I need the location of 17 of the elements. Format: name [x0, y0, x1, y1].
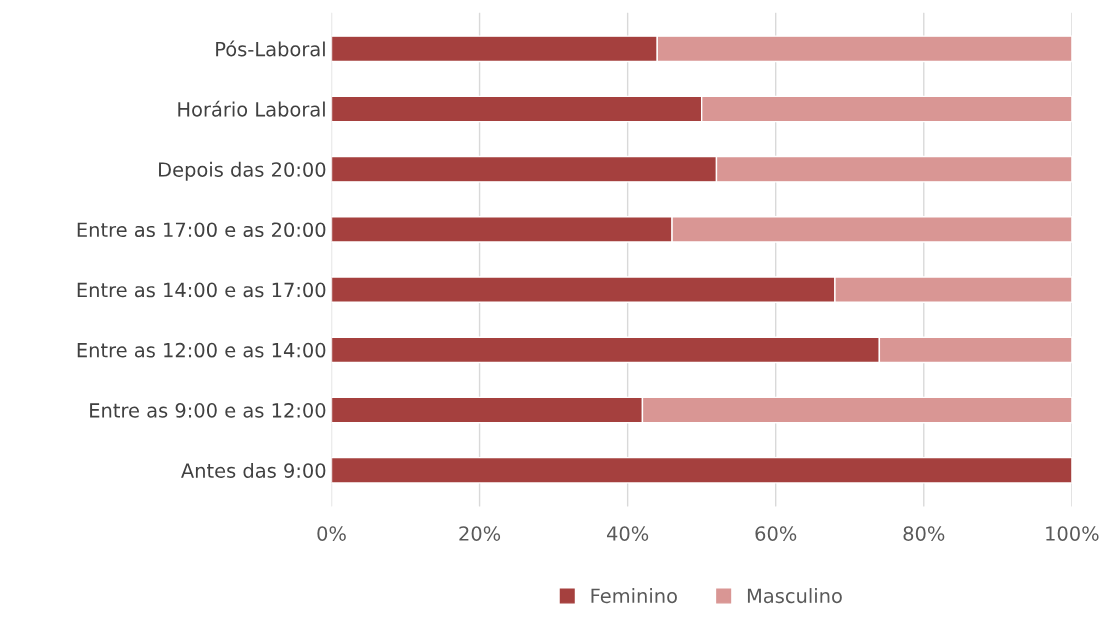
x-tick-label: 40% [606, 526, 649, 541]
bar [331, 456, 1072, 484]
y-tick-label: Horário Laboral [178, 100, 325, 117]
legend-label: Feminino [591, 588, 677, 604]
y-tick-label: Entre as 9:00 e as 12:00 [90, 403, 326, 418]
y-tick-label: Entre as 17:00 e as 20:00 [77, 222, 326, 238]
y-tick-label: Entre as 14:00 e as 17:00 [77, 282, 326, 298]
y-tick-label: Depois das 20:00 [159, 161, 326, 181]
y-tick-label: Entre as 12:00 e as 14:00 [77, 342, 326, 358]
x-tick-label: 80% [903, 526, 945, 541]
x-tick-label: 100% [1046, 526, 1099, 541]
x-tick-label: 20% [459, 526, 501, 541]
y-tick-label: Pós-Laboral [216, 40, 325, 57]
x-tick-label: 0% [317, 526, 346, 541]
x-tick-label: 60% [755, 526, 797, 541]
legend-label: Masculino [747, 588, 842, 604]
y-tick-label: Antes das 9:00 [181, 462, 326, 478]
